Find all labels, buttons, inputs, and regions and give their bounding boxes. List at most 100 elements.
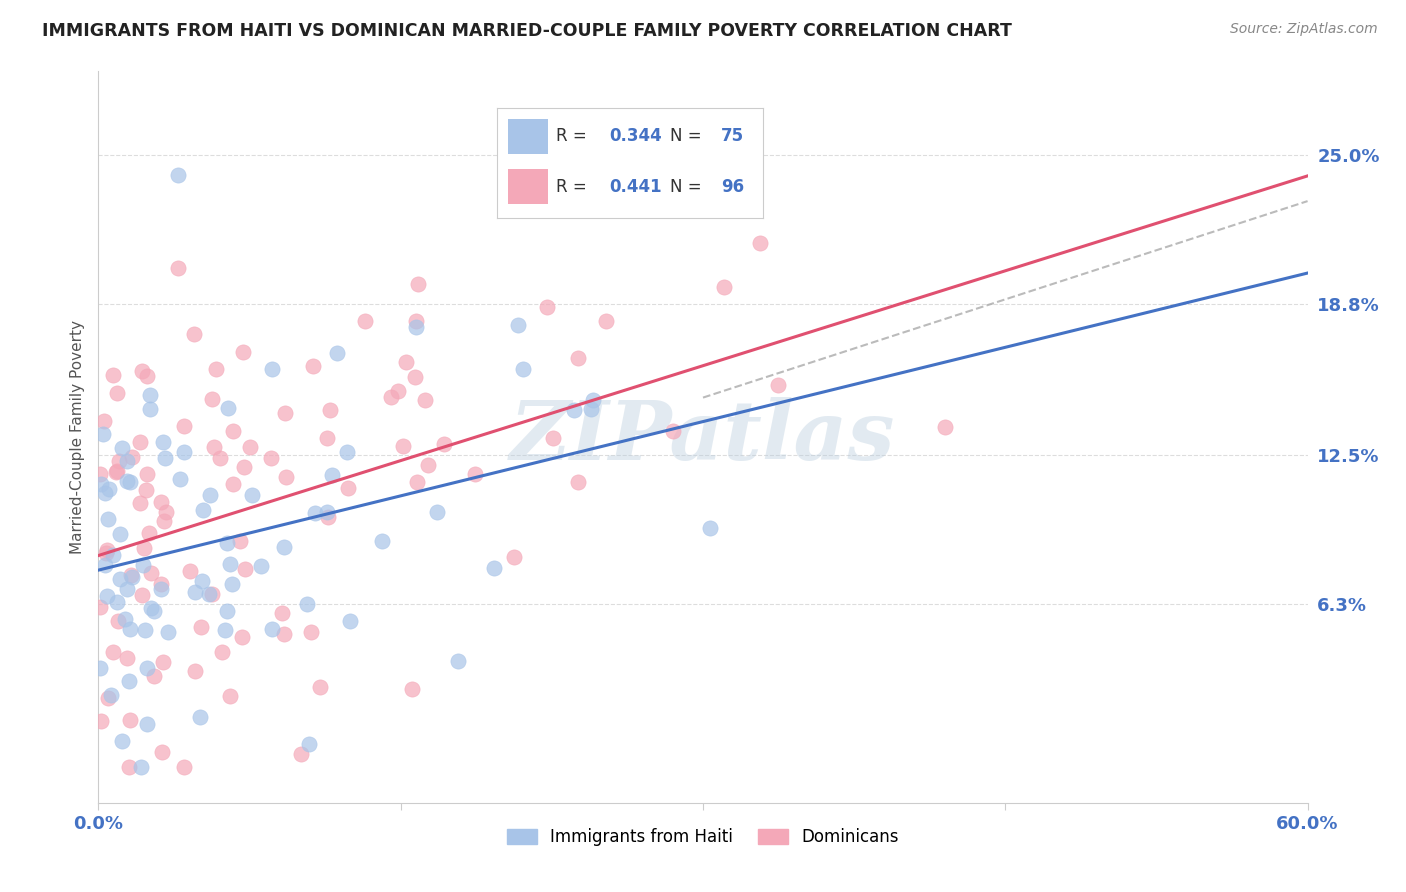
Point <box>153 514 176 528</box>
Point <box>326 345 349 359</box>
Point <box>232 345 254 359</box>
Point <box>100 689 122 703</box>
Y-axis label: Married-Couple Family Poverty: Married-Couple Family Poverty <box>69 320 84 554</box>
Point <box>138 402 160 417</box>
Point <box>295 598 318 612</box>
Point <box>169 472 191 486</box>
Point <box>173 444 195 458</box>
Point <box>749 236 772 251</box>
Point <box>173 760 195 774</box>
Point <box>240 487 263 501</box>
Point <box>96 589 118 603</box>
Point <box>405 320 427 334</box>
Point <box>401 682 423 697</box>
Point <box>233 561 256 575</box>
Point <box>394 355 416 369</box>
Point <box>201 587 224 601</box>
Point <box>482 561 505 575</box>
Point <box>131 588 153 602</box>
Point <box>183 327 205 342</box>
Point <box>136 368 159 383</box>
Point <box>464 467 486 482</box>
Point <box>273 406 295 420</box>
Point <box>198 488 221 502</box>
Point <box>114 612 136 626</box>
Point <box>173 418 195 433</box>
Point <box>94 486 117 500</box>
Point <box>433 436 456 450</box>
Point <box>190 620 212 634</box>
Point <box>336 444 359 458</box>
Point <box>222 424 245 438</box>
Point <box>132 541 155 556</box>
Point <box>134 623 156 637</box>
Point <box>107 453 129 467</box>
Point <box>567 351 589 366</box>
Point <box>105 466 128 480</box>
Point <box>118 713 141 727</box>
Point <box>202 440 225 454</box>
Point <box>117 582 139 596</box>
Point <box>222 476 245 491</box>
Point <box>201 392 224 406</box>
Point <box>121 570 143 584</box>
Point <box>205 362 228 376</box>
Point <box>229 533 252 548</box>
Point <box>219 689 242 703</box>
Point <box>96 546 118 560</box>
Point <box>301 624 323 639</box>
Point <box>260 450 283 465</box>
Point <box>541 432 564 446</box>
Point <box>371 534 394 549</box>
Point <box>662 424 685 438</box>
Legend: Immigrants from Haiti, Dominicans: Immigrants from Haiti, Dominicans <box>501 822 905 853</box>
Point <box>97 512 120 526</box>
Point <box>121 450 143 465</box>
Point <box>276 470 298 484</box>
Point <box>150 577 173 591</box>
Point <box>149 582 172 597</box>
Point <box>217 604 239 618</box>
Point <box>582 392 605 407</box>
Point <box>271 606 294 620</box>
Point <box>290 747 312 762</box>
Point <box>132 558 155 572</box>
Point <box>447 654 470 668</box>
Point <box>117 760 139 774</box>
Point <box>198 586 221 600</box>
Point <box>136 717 159 731</box>
Point <box>318 509 340 524</box>
Point <box>250 558 273 573</box>
Point <box>135 483 157 497</box>
Point <box>595 314 617 328</box>
Point <box>131 364 153 378</box>
Point <box>143 669 166 683</box>
Point <box>579 402 602 417</box>
Point <box>934 419 956 434</box>
Point <box>304 506 326 520</box>
Point <box>211 645 233 659</box>
Point <box>103 645 125 659</box>
Point <box>567 475 589 489</box>
Point <box>101 368 124 382</box>
Point <box>536 301 558 315</box>
Point <box>273 627 295 641</box>
Point <box>138 388 160 402</box>
Point <box>512 361 534 376</box>
Point <box>105 595 128 609</box>
Point <box>183 664 205 678</box>
Point <box>321 467 343 482</box>
Point <box>108 527 131 541</box>
Point <box>316 505 339 519</box>
Point <box>152 656 174 670</box>
Point <box>138 525 160 540</box>
Point <box>506 318 529 332</box>
Point <box>404 370 426 384</box>
Point <box>562 402 585 417</box>
Point <box>184 584 207 599</box>
Point <box>139 600 162 615</box>
Point <box>156 625 179 640</box>
Point <box>214 623 236 637</box>
Point <box>111 441 134 455</box>
Point <box>105 464 128 478</box>
